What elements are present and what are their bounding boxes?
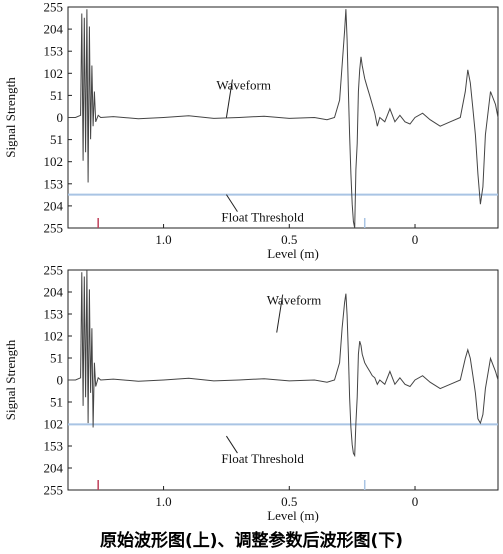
x-tick-label: 0 [412, 232, 419, 247]
x-tick-label: 1.0 [155, 232, 171, 247]
y-tick-label: 102 [44, 154, 64, 169]
y-tick-label: 255 [44, 263, 64, 278]
x-axis-label: Level (m) [267, 508, 319, 523]
charts-canvas: 255 204 153 102 51 0 51 102 153 204 255 1.0 0.5 0 Sign… [3, 0, 499, 523]
annotation-leader [226, 194, 238, 212]
annotation-leader [225, 79, 233, 118]
annotation-label: Float Threshold [221, 210, 304, 225]
y-tick-label: 153 [44, 44, 64, 59]
annotation-leader [226, 435, 238, 454]
y-tick-label: 102 [44, 66, 64, 81]
y-axis-label: Signal Strength [3, 339, 18, 420]
x-tick-label: 0.5 [281, 494, 297, 509]
y-tick-label: 102 [44, 417, 64, 432]
annotation-label: Waveform [267, 293, 322, 308]
annotation-leader [276, 294, 284, 333]
y-tick-label: 255 [44, 221, 64, 236]
waveform-series [68, 9, 499, 229]
y-tick-label: 204 [44, 461, 64, 476]
x-axis-label: Level (m) [267, 246, 319, 261]
x-tick-label: 1.0 [155, 494, 171, 509]
y-tick-label: 153 [44, 307, 64, 322]
y-tick-label: 0 [57, 110, 64, 125]
y-tick-label: 51 [50, 132, 63, 147]
x-tick-label: 0.5 [281, 232, 297, 247]
y-tick-label: 255 [44, 483, 64, 498]
y-tick-label: 204 [44, 285, 64, 300]
y-tick-label: 255 [44, 0, 64, 15]
x-tick-label: 0 [412, 494, 419, 509]
y-tick-label: 204 [44, 198, 64, 213]
y-tick-label: 51 [50, 88, 63, 103]
y-tick-label: 51 [50, 351, 63, 366]
chart-top: 255 204 153 102 51 0 51 102 153 204 255 1.0 0.5 0 Sign… [3, 0, 499, 261]
y-tick-label: 102 [44, 329, 64, 344]
y-tick-label: 51 [50, 395, 63, 410]
annotation-label: Waveform [216, 78, 271, 93]
y-tick-label: 153 [44, 439, 64, 454]
y-axis-label: Signal Strength [3, 77, 18, 158]
figure-caption: 原始波形图(上)、调整参数后波形图(下) [99, 531, 404, 551]
y-tick-label: 153 [44, 176, 64, 191]
y-tick-label: 204 [44, 22, 64, 37]
y-tick-label: 0 [57, 373, 64, 388]
chart-bottom: 255 204 153 102 51 0 51 102 153 204 255 1.0 0.5 0 Sign… [3, 263, 499, 523]
waveform-series [68, 269, 499, 458]
annotation-label: Float Threshold [221, 451, 304, 466]
